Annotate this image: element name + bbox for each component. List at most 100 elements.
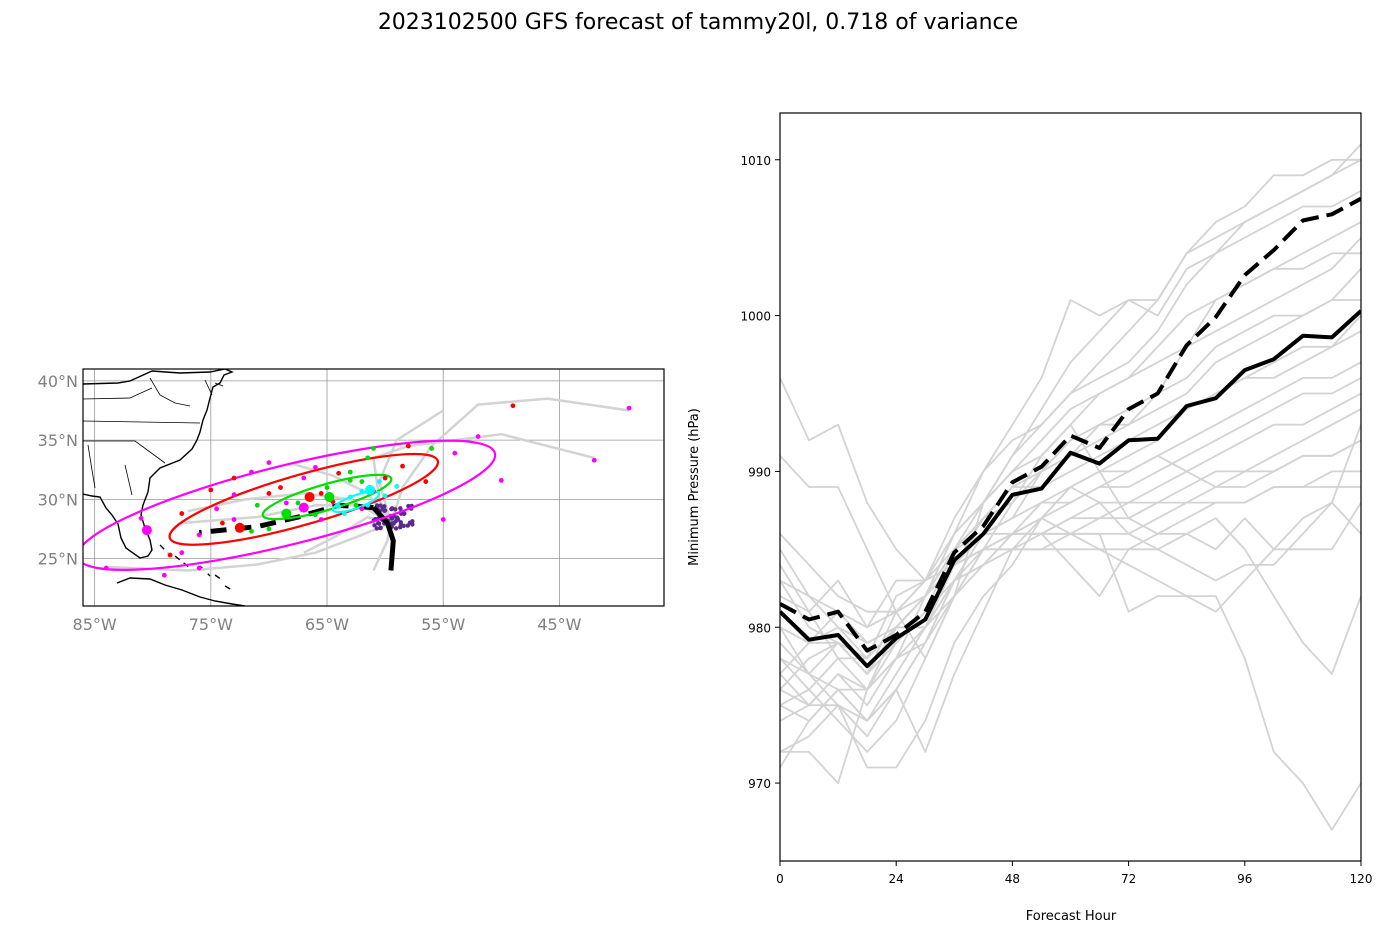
uncertainty-ellipse (331, 490, 381, 514)
uncertainty-ellipse (168, 452, 440, 546)
member-position-point (347, 494, 353, 500)
member-position-point (313, 512, 318, 518)
start-position-cluster (371, 503, 415, 531)
member-position-point (359, 479, 365, 484)
ensemble-track-line (389, 397, 630, 524)
start-cluster-point (390, 521, 395, 526)
pressure-ensemble-line (780, 159, 1361, 613)
mean-position-point (281, 508, 292, 519)
pressure-ensemble-lines (780, 143, 1361, 831)
member-position-point (347, 477, 353, 483)
pressure-y-tick-label: 970 (748, 777, 771, 791)
member-position-point (324, 485, 330, 490)
mean-track (198, 502, 396, 571)
pressure-frame (779, 112, 1362, 862)
start-cluster-point (406, 503, 411, 509)
member-position-point (376, 479, 382, 484)
pressure-ensemble-line (780, 439, 1361, 644)
member-position-point (423, 479, 429, 484)
member-position-point (394, 483, 400, 489)
member-position-point (295, 500, 301, 506)
pressure-ensemble-line (780, 252, 1361, 629)
member-position-point (196, 565, 202, 571)
pressure-mean-solid-line (780, 309, 1361, 669)
member-position-point (231, 517, 237, 522)
member-position-point (510, 403, 516, 409)
map-frame (82, 368, 665, 607)
member-position-point (266, 491, 272, 496)
member-position-point (283, 500, 289, 506)
start-cluster-point (395, 515, 400, 521)
pressure-ensemble-line (780, 158, 1361, 660)
pressure-x-tick-label: 120 (1350, 872, 1373, 886)
start-cluster-point (398, 506, 403, 511)
pressure-x-tick-label: 24 (889, 872, 904, 886)
member-position-point (365, 455, 371, 461)
member-position-point (342, 511, 347, 516)
mean-position-point (298, 502, 309, 513)
pressure-ensemble-line (780, 268, 1361, 629)
map-lat-tick: 25°N (38, 550, 78, 569)
ensemble-track-line (378, 409, 444, 524)
member-position-point (313, 464, 318, 470)
pressure-ensemble-line (780, 501, 1361, 768)
start-cluster-point (401, 523, 406, 529)
mean-position-point (234, 522, 245, 533)
member-position-point (103, 565, 109, 571)
map-lon-tick: 55°W (421, 615, 465, 634)
pressure-ensemble-line (780, 314, 1361, 722)
start-cluster-point (393, 507, 398, 512)
map-lat-tick: 35°N (38, 431, 78, 450)
pressure-ensemble-line (780, 237, 1361, 675)
ensemble-track-line (372, 432, 595, 524)
map-lon-tick: 65°W (305, 615, 349, 634)
uncertainty-ellipse (83, 439, 497, 571)
member-position-point (220, 520, 225, 526)
pressure-y-tick-label: 1010 (740, 154, 771, 168)
member-position-point (591, 457, 597, 463)
member-position-point (400, 463, 405, 469)
pressure-y-tick-label: 980 (748, 621, 771, 635)
member-position-point (179, 511, 185, 516)
uncertainty-ellipses (83, 439, 497, 571)
member-position-point (301, 475, 307, 481)
member-position-point (278, 485, 283, 490)
member-position-point (336, 504, 342, 509)
state-borders (83, 377, 224, 496)
pressure-ensemble-line (780, 190, 1361, 644)
member-position-point (365, 502, 371, 508)
figure-title: 2023102500 GFS forecast of tammy20l, 0.7… (377, 10, 1019, 35)
member-position-point (353, 502, 359, 508)
pressure-ensemble-line (780, 423, 1361, 784)
pressure-x-tick-label: 96 (1237, 872, 1252, 886)
map-tick-labels: 85°W 75°W 65°W 55°W 45°W 25°N 30°N 35°N 40°N (38, 372, 582, 634)
pressure-axes (775, 159, 1362, 866)
pressure-ensemble-line (780, 424, 1361, 769)
member-position-point (231, 492, 237, 498)
pressure-ensemble-line (780, 299, 1361, 660)
pressure-tick-labels: 0 24 48 72 96 120 970 980 990 1000 1010 (740, 154, 1372, 886)
mean-track-solid (371, 505, 396, 571)
member-position-point (429, 445, 434, 451)
member-position-point (382, 493, 388, 499)
member-position-point (161, 572, 167, 578)
member-position-point (626, 405, 632, 411)
forecast-points (103, 403, 632, 578)
cuba-coastline (116, 577, 246, 606)
member-position-point (318, 517, 324, 522)
pressure-ensemble-line (780, 486, 1361, 722)
member-position-point (382, 475, 388, 481)
pressure-y-tick-label: 1000 (740, 310, 771, 324)
member-position-point (138, 515, 144, 521)
start-cluster-point (393, 526, 399, 531)
member-position-point (498, 477, 504, 483)
mean-position-point (324, 491, 335, 502)
member-position-point (359, 488, 365, 494)
pressure-x-axis-label: Forecast Hour (1026, 909, 1117, 924)
mean-position-point (304, 491, 315, 502)
pressure-x-tick-label: 0 (776, 872, 784, 886)
start-cluster-point (378, 525, 383, 531)
start-cluster-point (376, 521, 382, 526)
member-position-point (167, 552, 173, 558)
pressure-y-axis-label: Minimum Pressure (hPa) (687, 408, 702, 566)
